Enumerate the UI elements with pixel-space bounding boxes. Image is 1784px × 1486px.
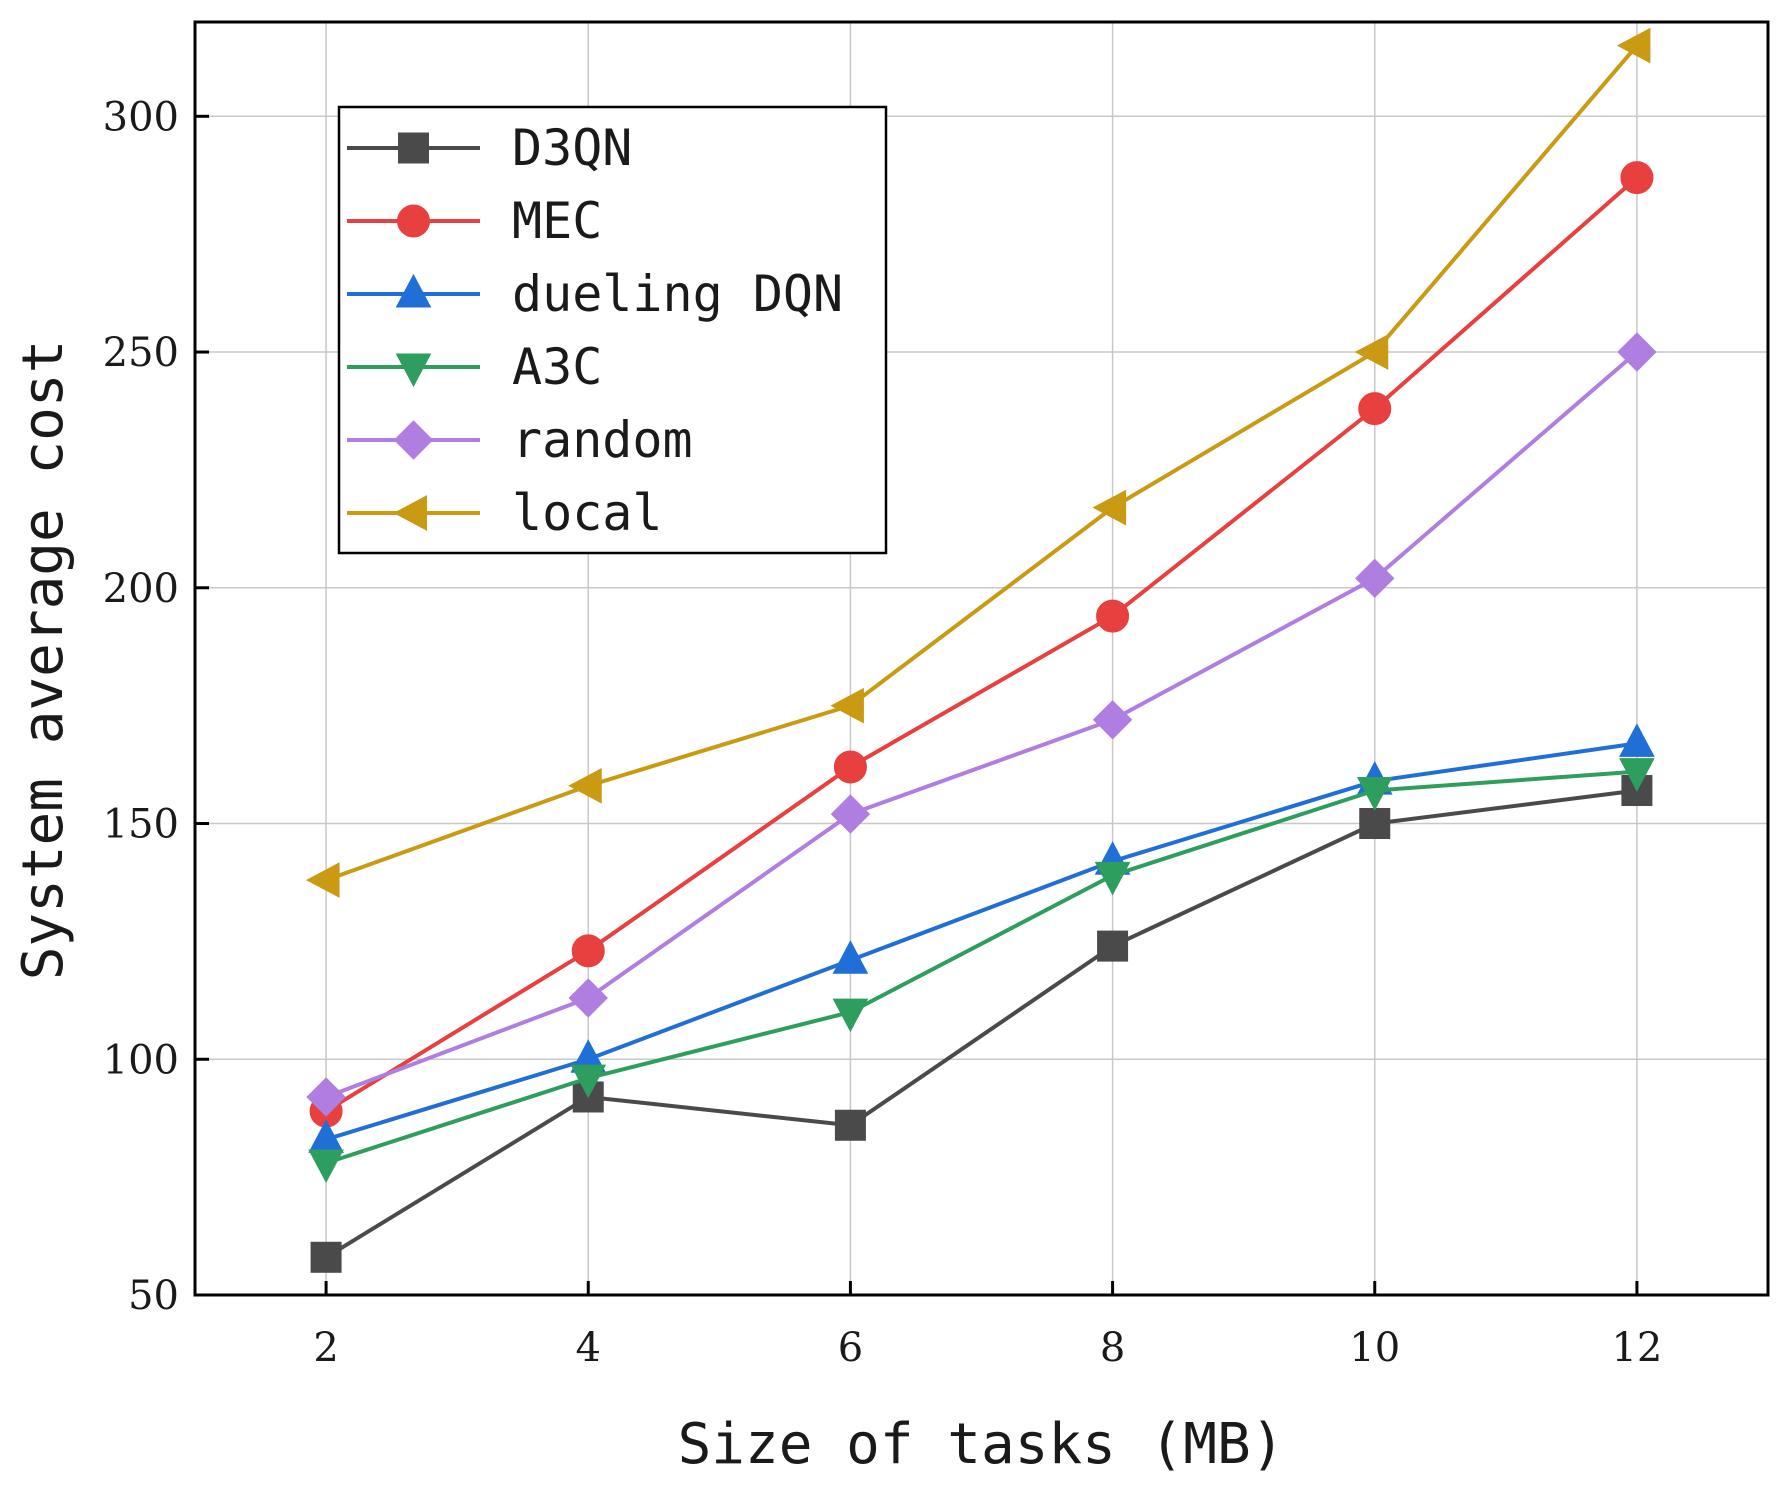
data-point	[832, 998, 869, 1033]
x-tick-label: 12	[1611, 1325, 1662, 1371]
legend-entry: MEC	[347, 192, 602, 250]
data-point	[571, 934, 605, 968]
legend-marker	[393, 420, 434, 460]
series-local	[306, 27, 1651, 898]
series-line	[325, 741, 1638, 1142]
y-axis-title: System average cost	[11, 340, 76, 981]
data-point	[308, 1149, 344, 1184]
series-dueling-dqn	[308, 723, 1655, 1153]
legend-label: random	[512, 411, 693, 469]
data-point	[1092, 700, 1133, 740]
legend-label: MEC	[512, 192, 602, 250]
legend-marker	[395, 353, 432, 388]
data-series	[306, 27, 1657, 1273]
y-tick-label: 150	[103, 802, 179, 848]
data-point	[1359, 808, 1391, 840]
data-point	[1619, 723, 1655, 757]
x-tick-label: 6	[838, 1325, 863, 1371]
data-point	[1092, 489, 1127, 526]
plot-frame	[193, 20, 1770, 1297]
series-a3c	[308, 758, 1655, 1184]
y-tick-label: 50	[128, 1273, 179, 1319]
data-point	[832, 940, 869, 974]
legend-marker	[395, 273, 432, 308]
data-point	[1094, 861, 1131, 896]
data-point	[306, 862, 340, 898]
series-line	[325, 769, 1638, 1165]
data-point	[568, 767, 602, 804]
series-line	[325, 788, 1638, 1259]
y-tick-label: 250	[103, 330, 179, 376]
legend-label: D3QN	[512, 119, 632, 177]
series-random	[306, 332, 1657, 1117]
data-point	[1096, 599, 1130, 633]
data-point	[568, 978, 608, 1018]
legend-entry: D3QN	[347, 119, 632, 177]
data-point	[833, 750, 867, 784]
x-tick-label: 4	[576, 1325, 601, 1371]
axes: 2 4 6 8 10 12 50 100 150 200 250 300	[103, 94, 1663, 1371]
data-point	[1619, 758, 1655, 792]
data-point	[1355, 558, 1395, 599]
data-point	[1354, 334, 1389, 370]
data-point	[306, 1077, 346, 1117]
data-point	[834, 1109, 866, 1141]
x-tick-label: 8	[1100, 1325, 1125, 1371]
data-point	[830, 687, 864, 724]
data-point	[1620, 161, 1654, 195]
y-tick-label: 200	[103, 566, 179, 612]
series-line	[325, 44, 1639, 882]
legend-label: A3C	[512, 338, 602, 396]
data-point	[1616, 27, 1651, 64]
legend-label: dueling DQN	[512, 265, 843, 323]
series-d3qn	[310, 775, 1653, 1273]
series-line	[325, 350, 1639, 1099]
x-tick-label: 2	[313, 1325, 338, 1371]
legend-entry: random	[347, 411, 693, 469]
data-point	[1617, 332, 1657, 372]
legend-box	[337, 105, 888, 555]
data-point	[830, 794, 871, 834]
legend: D3QN MEC dueling DQN A3C random local	[337, 105, 888, 555]
series-line	[325, 176, 1639, 1113]
data-point	[1356, 777, 1393, 811]
legend-marker	[398, 132, 429, 164]
x-axis-title: Size of tasks (MB)	[678, 1412, 1285, 1477]
legend-entry: A3C	[347, 338, 602, 396]
legend-entry: dueling DQN	[347, 265, 843, 323]
data-point	[1097, 930, 1129, 962]
legend-label: local	[512, 484, 663, 542]
legend-marker	[397, 204, 430, 238]
x-tick-label: 10	[1349, 1325, 1400, 1371]
legend-marker	[393, 495, 427, 531]
y-tick-label: 300	[103, 94, 179, 140]
data-point	[310, 1241, 342, 1273]
y-tick-label: 100	[103, 1037, 179, 1083]
legend-entry: local	[347, 484, 663, 542]
data-point	[1358, 392, 1392, 426]
data-point	[570, 1064, 607, 1099]
